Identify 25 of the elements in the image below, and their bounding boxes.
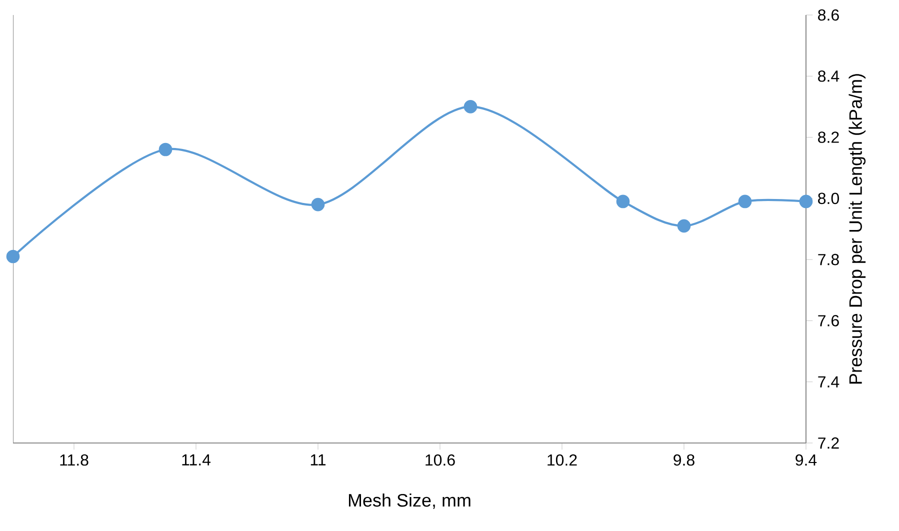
y2-tick-label: 7.8 xyxy=(818,254,839,266)
point xyxy=(677,219,691,233)
y2-tick-label: 7.6 xyxy=(818,315,839,326)
point xyxy=(616,194,630,208)
y2-tick-label: 7.2 xyxy=(818,437,839,449)
y2-tick-label: 8.4 xyxy=(818,70,840,82)
y2-tick-label: 8.0 xyxy=(818,192,839,204)
x-tick-label: 9.8 xyxy=(674,454,694,466)
x-tick-label: 11.8 xyxy=(60,454,88,466)
x-tick-label: 11 xyxy=(310,454,326,466)
y2-tick-label: 7.4 xyxy=(818,376,840,388)
point xyxy=(158,142,172,156)
point xyxy=(799,194,813,208)
y2-axis-title: Pressure Drop per Unit Length (kPa/m) xyxy=(848,74,866,384)
x-axis-title: Mesh Size, mm xyxy=(348,494,470,509)
x-tick-label: 10.2 xyxy=(548,454,577,466)
y2-tick-label: 8.2 xyxy=(818,132,839,143)
point xyxy=(311,198,325,212)
point xyxy=(6,250,20,264)
x-tick-label: 11.4 xyxy=(182,454,211,466)
x-tick-label: 9.4 xyxy=(796,454,817,466)
point xyxy=(464,100,478,114)
y2-tick-label: 8.6 xyxy=(818,9,839,21)
point xyxy=(738,194,752,208)
x-tick-label: 10.6 xyxy=(426,454,455,466)
